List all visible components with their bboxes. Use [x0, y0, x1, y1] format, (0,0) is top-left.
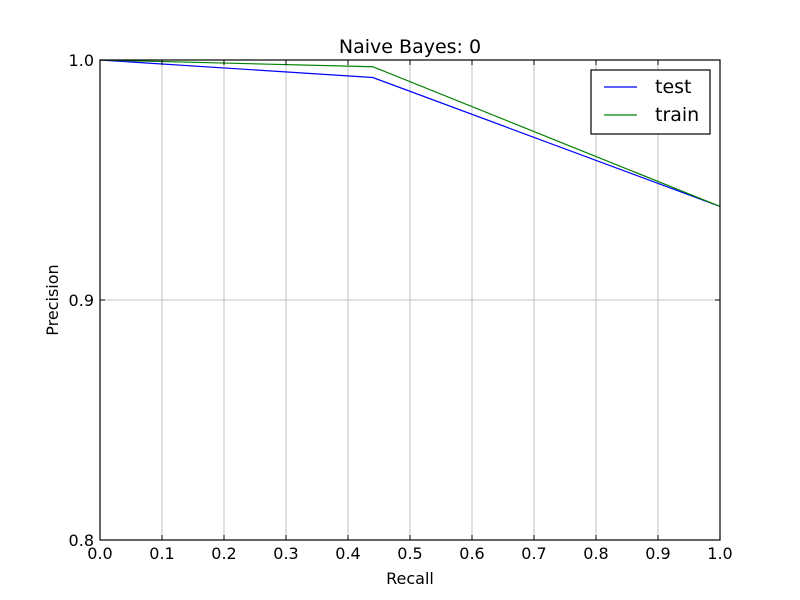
- y-axis-label: Precision: [43, 264, 62, 335]
- x-tick-label: 0.6: [459, 544, 484, 563]
- x-tick-label: 0.9: [645, 544, 670, 563]
- series-line-test: [99, 59, 721, 207]
- x-tick-label: 1.0: [707, 544, 732, 563]
- x-tick-label: 0.0: [87, 544, 112, 563]
- x-tick-label: 0.5: [397, 544, 422, 563]
- x-tick-label: 0.1: [149, 544, 174, 563]
- chart-title: Naive Bayes: 0: [339, 36, 481, 58]
- series-line-train: [99, 59, 721, 207]
- x-tick-label: 0.2: [211, 544, 236, 563]
- y-tick-label: 0.8: [69, 531, 94, 550]
- y-tick-label: 0.9: [69, 291, 94, 310]
- legend: test train: [590, 69, 711, 135]
- x-axis-label: Recall: [386, 569, 434, 588]
- legend-test-label: test: [655, 76, 692, 98]
- x-tick-label: 0.3: [273, 544, 298, 563]
- x-tick-label: 0.4: [335, 544, 360, 563]
- y-tick-label: 1.0: [69, 51, 94, 70]
- tick-marks: [99, 59, 721, 541]
- legend-train-label: train: [655, 104, 699, 126]
- series-group: [99, 59, 721, 207]
- tick-labels: 0.0 0.1 0.2 0.3 0.4 0.5 0.6 0.7 0.8 0.9 1.0 0.8 0.9 1…: [69, 51, 733, 563]
- legend-box: [590, 69, 711, 135]
- x-tick-label: 0.7: [521, 544, 546, 563]
- x-tick-label: 0.8: [583, 544, 608, 563]
